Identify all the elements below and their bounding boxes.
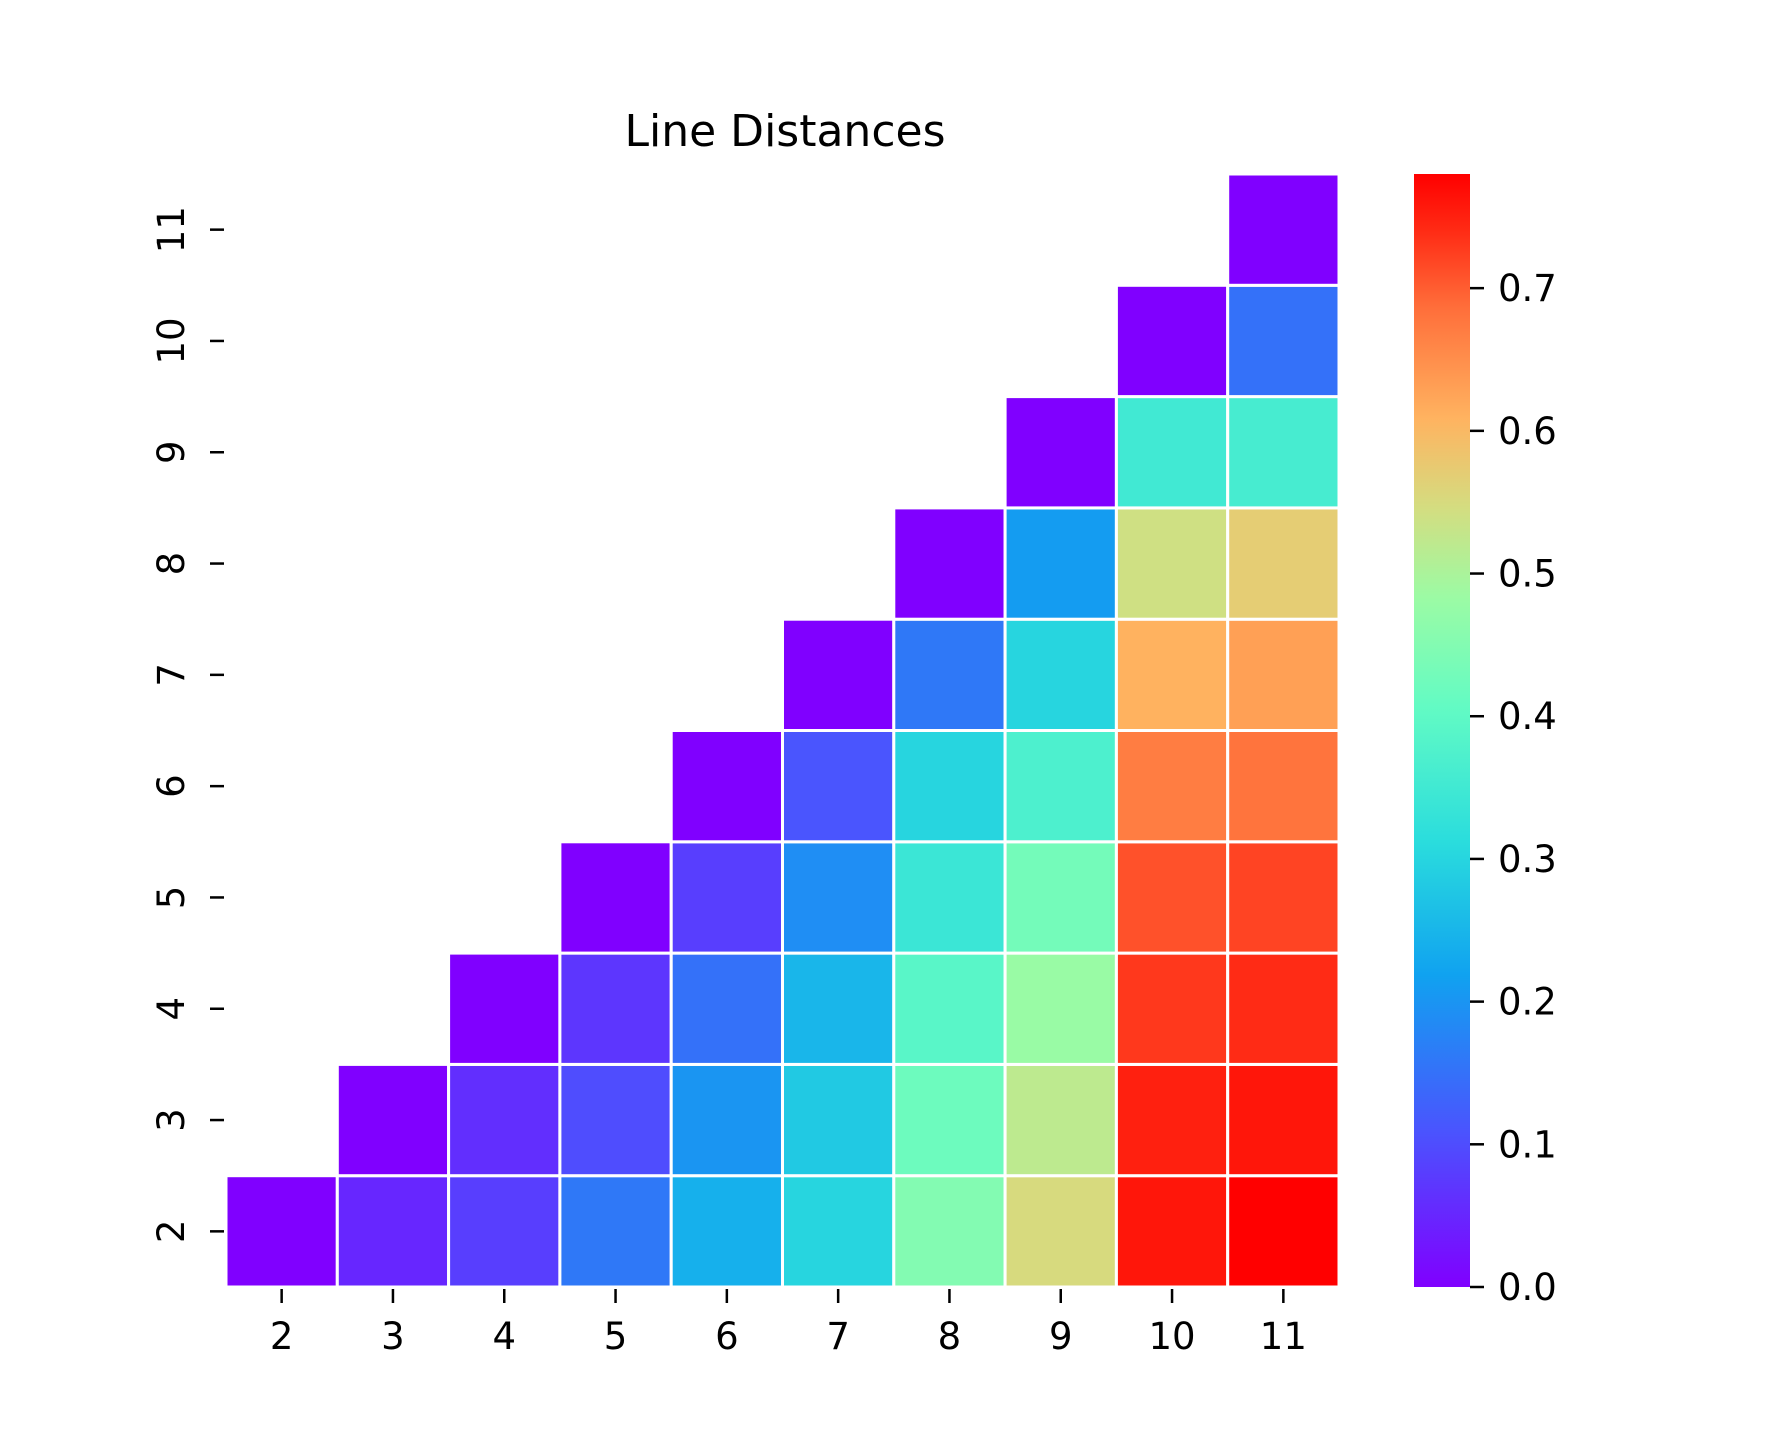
colorbar-tick-label: 0.0 xyxy=(1498,1266,1557,1309)
colorbar-tick-label: 0.3 xyxy=(1498,838,1557,881)
heatmap-cell-4-5 xyxy=(558,951,673,1066)
heatmap-cell-7-7 xyxy=(781,617,896,733)
heatmap-cell-5-5 xyxy=(558,840,673,955)
heatmap-cell-7-9 xyxy=(1003,617,1118,733)
heatmap-cell-6-6 xyxy=(669,729,785,844)
heatmap-cell-4-10 xyxy=(1114,951,1230,1066)
x-tick-label: 11 xyxy=(1260,1315,1307,1358)
heatmap-cell-6-11 xyxy=(1226,729,1341,844)
chart-title: Line Distances xyxy=(625,106,946,157)
heatmap-cell-2-10 xyxy=(1114,1174,1230,1289)
heatmap-cell-2-4 xyxy=(447,1174,562,1289)
heatmap-cell-2-5 xyxy=(558,1174,673,1289)
heatmap-cell-3-5 xyxy=(558,1062,673,1178)
heatmap-cell-8-8 xyxy=(892,506,1007,621)
colorbar-tick-label: 0.5 xyxy=(1498,553,1557,596)
x-tick-label: 5 xyxy=(604,1315,628,1358)
heatmap-cell-3-9 xyxy=(1003,1062,1118,1178)
heatmap-cell-3-7 xyxy=(781,1062,896,1178)
heatmap-cell-5-8 xyxy=(892,840,1007,955)
heatmap-cell-2-2 xyxy=(224,1174,339,1289)
heatmap-cell-9-9 xyxy=(1003,395,1118,510)
heatmap-cell-6-10 xyxy=(1114,729,1230,844)
colorbar-axis: 0.0 0.1 0.2 0.3 0.4 0.5 0.6 0.7 xyxy=(1470,267,1557,1309)
heatmap-cell-4-9 xyxy=(1003,951,1118,1066)
y-tick-label: 6 xyxy=(150,774,193,798)
heatmap-cell-8-9 xyxy=(1003,506,1118,621)
colorbar xyxy=(1414,174,1470,1287)
x-tick-label: 7 xyxy=(826,1315,850,1358)
heatmap-cell-2-6 xyxy=(669,1174,785,1289)
heatmap-cell-5-9 xyxy=(1003,840,1118,955)
heatmap-cell-2-7 xyxy=(781,1174,896,1289)
y-tick-label: 7 xyxy=(150,663,193,687)
heatmap-cell-5-7 xyxy=(781,840,896,955)
heatmap-cell-2-11 xyxy=(1226,1174,1341,1289)
heatmap-cell-6-9 xyxy=(1003,729,1118,844)
heatmap-cell-10-10 xyxy=(1114,283,1230,399)
heatmap-cell-9-10 xyxy=(1114,395,1230,510)
heatmap-cell-7-11 xyxy=(1226,617,1341,733)
x-tick-label: 6 xyxy=(715,1315,739,1358)
heatmap-cell-10-11 xyxy=(1226,283,1341,399)
colorbar-tick-label: 0.1 xyxy=(1498,1123,1557,1166)
heatmap-cell-7-8 xyxy=(892,617,1007,733)
heatmap-cell-6-8 xyxy=(892,729,1007,844)
heatmap-cell-4-8 xyxy=(892,951,1007,1066)
x-tick-label: 10 xyxy=(1149,1315,1196,1358)
heatmap-cell-5-11 xyxy=(1226,840,1341,955)
heatmap-cell-3-3 xyxy=(335,1062,451,1178)
heatmap-cell-4-11 xyxy=(1226,951,1341,1066)
y-tick-label: 3 xyxy=(150,1108,193,1132)
y-tick-label: 4 xyxy=(150,997,193,1021)
heatmap-cell-8-10 xyxy=(1114,506,1230,621)
heatmap-cell-3-6 xyxy=(669,1062,785,1178)
heatmap-cell-2-3 xyxy=(335,1174,451,1289)
y-tick-label: 10 xyxy=(150,317,193,364)
colorbar-tick-label: 0.4 xyxy=(1498,695,1557,738)
heatmap-cell-7-10 xyxy=(1114,617,1230,733)
heatmap-cell-11-11 xyxy=(1226,172,1341,287)
heatmap-cell-5-6 xyxy=(669,840,785,955)
heatmap-cell-3-11 xyxy=(1226,1062,1341,1178)
x-axis: 2 3 4 5 6 7 8 9 10 11 xyxy=(270,1289,1307,1358)
colorbar-tick-label: 0.2 xyxy=(1498,981,1557,1024)
x-tick-label: 4 xyxy=(492,1315,516,1358)
y-axis: 2 3 4 5 6 7 8 9 10 11 xyxy=(150,206,224,1243)
heatmap-cell-5-10 xyxy=(1114,840,1230,955)
heatmap-cell-9-11 xyxy=(1226,395,1341,510)
heatmap-cell-4-6 xyxy=(669,951,785,1066)
x-tick-label: 3 xyxy=(381,1315,405,1358)
heatmap-cell-4-4 xyxy=(447,951,562,1066)
heatmap-cell-2-8 xyxy=(892,1174,1007,1289)
x-tick-label: 9 xyxy=(1049,1315,1073,1358)
x-tick-label: 8 xyxy=(938,1315,962,1358)
heatmap-cell-6-7 xyxy=(781,729,896,844)
colorbar-tick-label: 0.6 xyxy=(1498,410,1557,453)
y-tick-label: 9 xyxy=(150,440,193,464)
heatmap-cell-3-10 xyxy=(1114,1062,1230,1178)
heatmap-cells xyxy=(224,172,1341,1289)
y-tick-label: 2 xyxy=(150,1220,193,1244)
y-tick-label: 5 xyxy=(150,886,193,910)
y-tick-label: 8 xyxy=(150,552,193,576)
heatmap-cell-8-11 xyxy=(1226,506,1341,621)
heatmap-cell-3-8 xyxy=(892,1062,1007,1178)
y-tick-label: 11 xyxy=(150,206,193,253)
x-tick-label: 2 xyxy=(270,1315,294,1358)
heatmap-cell-4-7 xyxy=(781,951,896,1066)
heatmap-cell-2-9 xyxy=(1003,1174,1118,1289)
heatmap-cell-3-4 xyxy=(447,1062,562,1178)
colorbar-tick-label: 0.7 xyxy=(1498,267,1557,310)
